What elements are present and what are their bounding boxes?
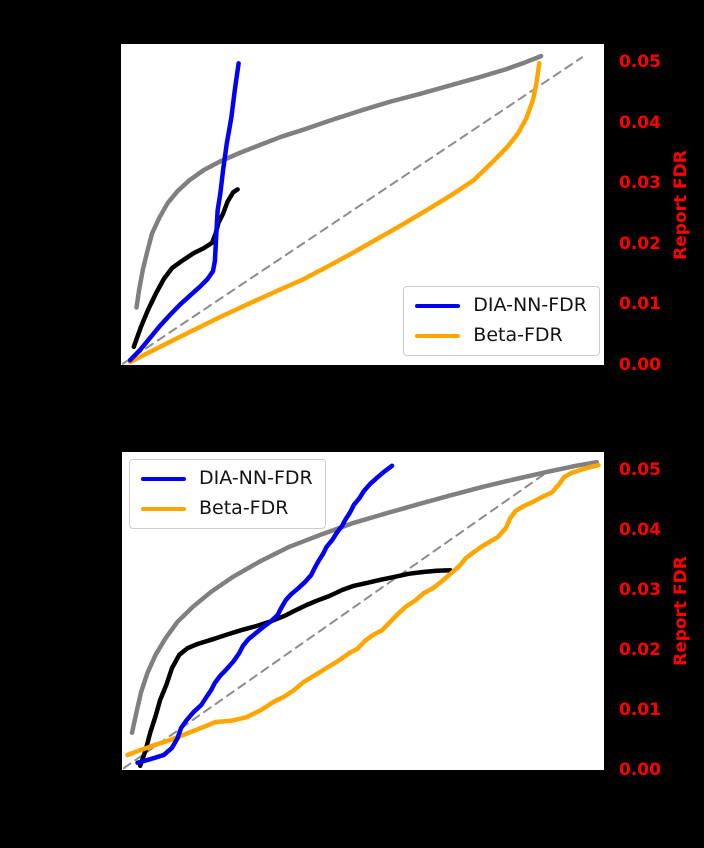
legend-bottom-plot: DIA-NN-FDR Beta-FDR: [129, 459, 326, 529]
curve-identity-line: [121, 56, 584, 365]
legend-top-plot: DIA-NN-FDR Beta-FDR: [403, 286, 600, 356]
y-tick-label: 0.04: [619, 520, 661, 540]
y-tick-label: 0.03: [619, 173, 661, 194]
curve-unlabeled-gray: [134, 53, 544, 310]
y-tick-label: 0.04: [619, 112, 661, 133]
y-tick-label: 0.00: [619, 355, 661, 375]
legend-entry-Beta-FDR: Beta-FDR: [415, 324, 587, 347]
y-axis-title-top: Report FDR: [671, 150, 691, 260]
bottom-plot-canvas: [122, 459, 601, 770]
curve-DIA-NN-FDR: [127, 61, 241, 363]
top-plot-area: DIA-NN-FDR Beta-FDR: [121, 44, 604, 365]
legend-label: DIA-NN-FDR: [199, 467, 313, 489]
y-axis-title-bottom: Report FDR: [671, 556, 691, 666]
y-tick-label: 0.03: [619, 580, 661, 600]
legend-line-sample: [415, 333, 461, 339]
curve-unlabeled-black: [137, 567, 453, 769]
legend-entry-DIA-NN-FDR: DIA-NN-FDR: [415, 294, 587, 317]
y-tick-label: 0.01: [619, 700, 661, 720]
y-tick-label: 0.02: [619, 640, 661, 660]
y-tick-label: 0.05: [619, 52, 661, 73]
curve-DIA-NN-FDR: [135, 463, 395, 766]
curve-unlabeled-black: [131, 187, 240, 350]
curve-unlabeled-gray: [129, 459, 599, 736]
y-tick-label: 0.02: [619, 233, 661, 254]
legend-entry-DIA-NN-FDR: DIA-NN-FDR: [141, 467, 313, 489]
legend-line-sample: [141, 506, 186, 512]
legend-label: Beta-FDR: [199, 496, 289, 519]
legend-label: Beta-FDR: [473, 324, 563, 347]
curve-identity-line: [122, 470, 549, 770]
y-tick-label: 0.01: [619, 294, 661, 315]
legend-line-sample: [415, 303, 461, 309]
curve-Beta-FDR: [127, 61, 542, 365]
y-tick-label: 0.00: [619, 760, 661, 780]
curve-Beta-FDR: [125, 462, 601, 758]
y-tick-label: 0.05: [619, 460, 661, 480]
bottom-plot-area: DIA-NN-FDR Beta-FDR: [122, 452, 604, 770]
legend-label: DIA-NN-FDR: [473, 294, 587, 317]
legend-line-sample: [141, 476, 186, 482]
legend-entry-Beta-FDR: Beta-FDR: [141, 496, 313, 519]
top-plot-canvas: [121, 53, 584, 365]
